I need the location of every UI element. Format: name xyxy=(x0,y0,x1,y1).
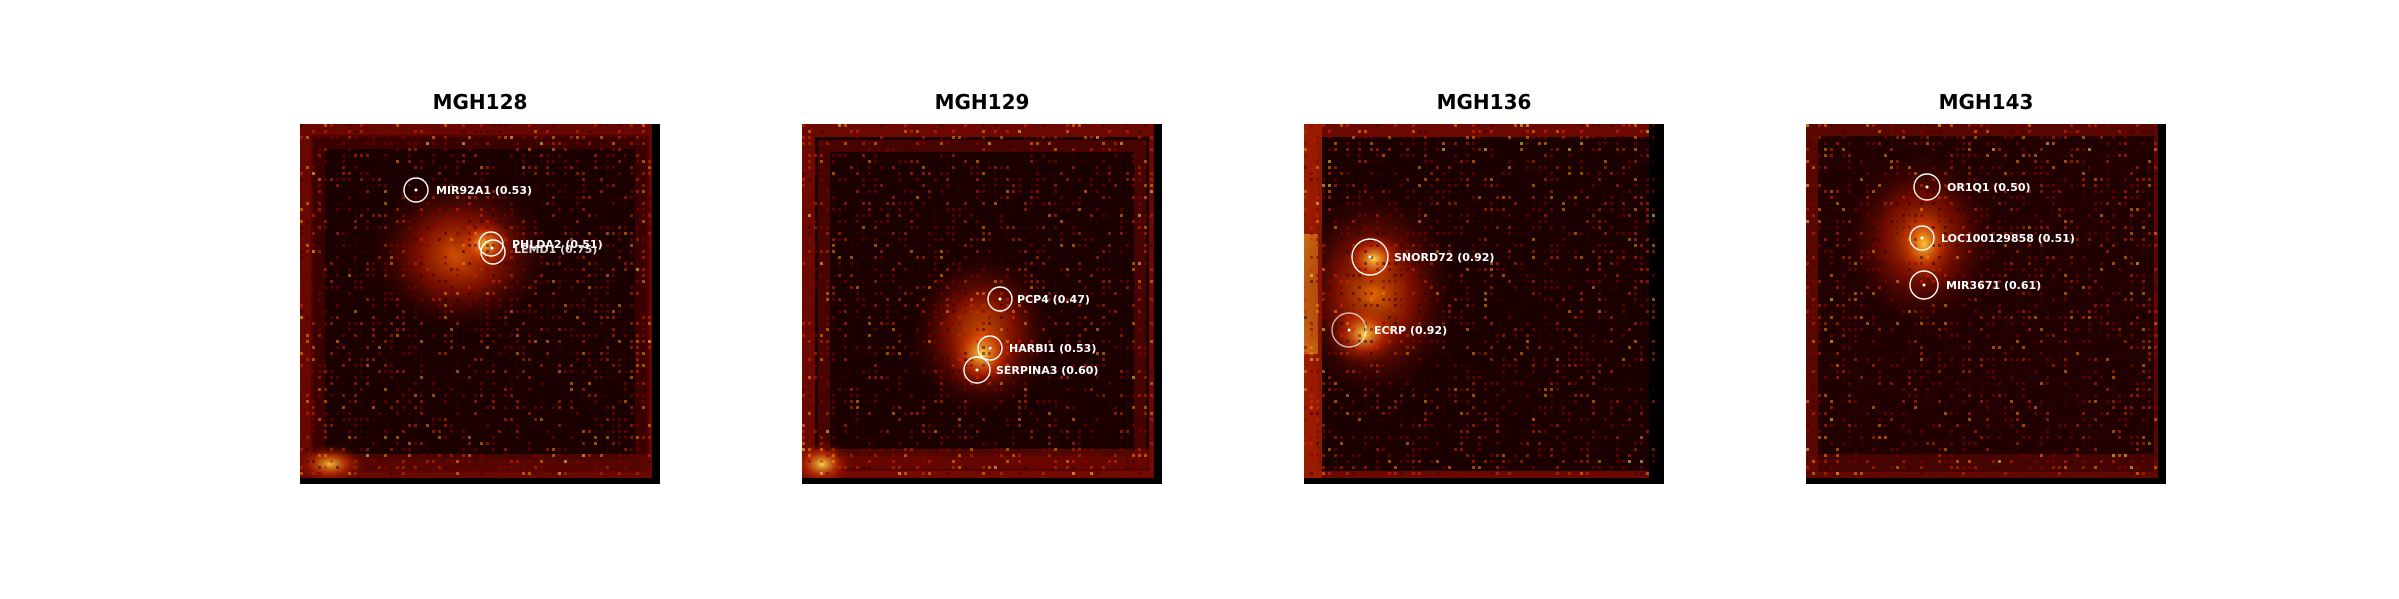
heatmap-image: MIR92A1 (0.53) LEMD1 (0.75) PHLDA2 (0.51… xyxy=(300,124,660,484)
annotation-label: PCP4 (0.47) xyxy=(1017,293,1090,306)
annotation-label: MIR3671 (0.61) xyxy=(1946,279,2041,292)
annotation-label: PHLDA2 (0.51) xyxy=(512,238,603,251)
heatmap-image: OR1Q1 (0.50) LOC100129858 (0.51) MIR3671… xyxy=(1806,124,2166,484)
annotation-marker xyxy=(963,356,991,384)
annotation-marker xyxy=(478,231,506,265)
annotation-label: SNORD72 (0.92) xyxy=(1394,251,1494,264)
annotation-marker xyxy=(1909,270,1939,300)
panel-mgh128: MGH128 MIR92A1 (0.53) xyxy=(300,0,660,599)
panel-title: MGH136 xyxy=(1436,90,1532,114)
panel-title: MGH128 xyxy=(432,90,528,114)
annotation-marker xyxy=(1913,173,1941,201)
annotation-marker xyxy=(987,286,1013,312)
annotation-label: LOC100129858 (0.51) xyxy=(1941,232,2075,245)
panel-mgh143: MGH143 OR1Q1 (0.50) xyxy=(1806,0,2166,599)
annotation-label: OR1Q1 (0.50) xyxy=(1947,181,2031,194)
annotation-marker xyxy=(977,335,1003,361)
heatmap-image: SNORD72 (0.92) ECRP (0.92) xyxy=(1304,124,1664,484)
heatmap-texture xyxy=(1304,124,1655,475)
annotation-label: LEMD1 (0.75) xyxy=(514,243,597,256)
heatmap-texture xyxy=(802,124,1153,475)
annotation-label: HARBI1 (0.53) xyxy=(1009,342,1096,355)
annotation-label: MIR92A1 (0.53) xyxy=(436,184,532,197)
annotation-label: ECRP (0.92) xyxy=(1374,324,1447,337)
annotation-label: SERPINA3 (0.60) xyxy=(996,364,1098,377)
panel-mgh136: MGH136 SNORD72 (0.92) xyxy=(1304,0,1664,599)
panel-title: MGH129 xyxy=(934,90,1030,114)
heatmap-texture xyxy=(1806,124,2157,475)
panel-title: MGH143 xyxy=(1938,90,2034,114)
annotation-marker xyxy=(1351,238,1389,276)
annotation-marker xyxy=(1331,312,1367,348)
annotation-marker xyxy=(403,177,429,203)
annotation-marker xyxy=(1909,225,1935,251)
panel-mgh129: MGH129 PCP4 (0.47) xyxy=(802,0,1162,599)
heatmap-texture xyxy=(300,124,651,475)
heatmap-image: PCP4 (0.47) HARBI1 (0.53) SERPINA3 (0.60… xyxy=(802,124,1162,484)
